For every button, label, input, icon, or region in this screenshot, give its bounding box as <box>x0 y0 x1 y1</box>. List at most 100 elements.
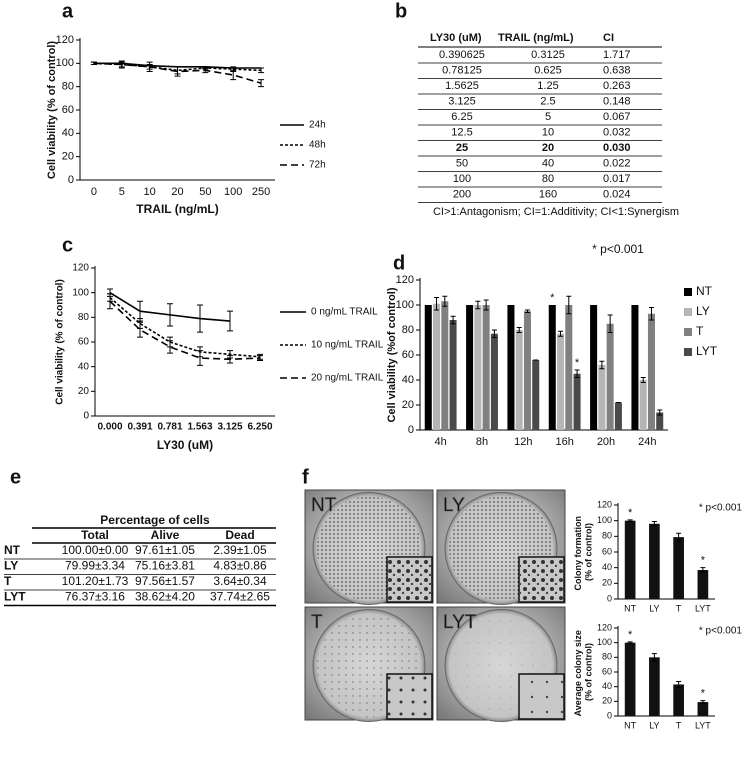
bar <box>515 330 523 430</box>
legend-label: 24h <box>309 120 326 131</box>
table-cell: 75.16±3.81 <box>135 559 195 573</box>
table-title: Percentage of cells <box>100 513 210 527</box>
error-bar <box>607 314 613 333</box>
table-cell: 6.25 <box>451 111 472 123</box>
error-bar <box>227 310 233 332</box>
error-bar <box>627 519 633 522</box>
y-tick-label: 120 <box>72 263 89 274</box>
table-cell: 0.148 <box>603 95 631 107</box>
y-tick-label: 120 <box>56 34 74 46</box>
error-bar <box>483 299 489 311</box>
table-cell: 25 <box>456 142 468 154</box>
significance-mark: * <box>550 292 555 304</box>
photo-label: LYT <box>443 612 477 633</box>
inset-colonies <box>387 674 432 719</box>
table-cell: 76.37±3.16 <box>65 590 125 604</box>
table-cell: 0.78125 <box>442 64 482 76</box>
y-tick-label: 0 <box>607 710 612 720</box>
bar <box>639 380 647 430</box>
error-bar <box>107 293 113 310</box>
error-bar <box>258 79 265 88</box>
photo-label: NT <box>311 495 337 516</box>
table-cell: 101.20±1.73 <box>62 574 129 588</box>
error-bar <box>257 355 263 361</box>
bar <box>507 305 515 430</box>
error-bar <box>491 329 497 338</box>
note: * p<0.001 <box>592 242 644 256</box>
table-cell: 1.5625 <box>445 80 479 92</box>
bar <box>624 642 636 716</box>
table-cell: 0.032 <box>603 126 631 138</box>
error-bar <box>167 303 173 327</box>
x-tick-label: 5 <box>119 186 125 198</box>
table-cell: 12.5 <box>451 126 472 138</box>
bar <box>523 311 531 430</box>
bar <box>565 305 573 430</box>
error-bar <box>90 61 97 65</box>
table-cell: 0.625 <box>534 64 562 76</box>
row-label: NT <box>4 543 21 557</box>
x-tick-label: 8h <box>476 436 488 448</box>
y-tick-label: 80 <box>78 312 90 323</box>
table-cell: 1.717 <box>603 49 631 61</box>
y-tick-label: 120 <box>396 274 414 286</box>
y-tick-label: 20 <box>78 386 90 397</box>
x-tick-label: 100 <box>224 186 242 198</box>
legend-swatch <box>684 288 692 296</box>
bar <box>624 520 636 599</box>
x-tick-label: NT <box>624 603 636 613</box>
table-header: LY30 (uM) <box>430 32 482 44</box>
inset-colonies <box>519 557 564 602</box>
bar <box>557 333 565 430</box>
panel-label: a <box>62 0 74 22</box>
error-bar <box>137 321 143 338</box>
note: * p<0.001 <box>699 626 743 637</box>
bar <box>424 305 432 430</box>
y-tick-label: 100 <box>396 299 414 311</box>
error-bar <box>167 340 173 354</box>
error-bar <box>174 66 181 77</box>
panel-label: b <box>395 0 407 22</box>
y-tick-label: 40 <box>62 127 74 139</box>
x-tick-label: 6.250 <box>247 422 272 433</box>
legend-label: LY <box>696 304 710 318</box>
inset-colonies <box>519 674 564 719</box>
table-cell: 79.99±3.34 <box>65 559 125 573</box>
panel-label: d <box>393 252 405 274</box>
x-tick-label: T <box>676 603 682 613</box>
table-header: TRAIL (ng/mL) <box>498 32 574 44</box>
y-axis-label: Cell viability (%of control) <box>386 287 398 422</box>
bar <box>647 313 655 430</box>
x-axis-label: LY30 (uM) <box>157 438 213 452</box>
legend-swatch <box>684 348 692 356</box>
table-cell: 0.3125 <box>531 49 565 61</box>
x-tick-label: 0 <box>91 186 97 198</box>
table-header: CI <box>603 32 614 44</box>
error-bar <box>118 60 125 69</box>
x-tick-label: 20h <box>597 436 615 448</box>
x-tick-label: 3.125 <box>217 422 242 433</box>
error-bar <box>516 327 522 333</box>
x-tick-label: 20 <box>171 186 183 198</box>
bar <box>449 320 457 430</box>
y-tick-label: 60 <box>602 666 612 676</box>
legend-swatch <box>684 308 692 316</box>
x-tick-label: 0.781 <box>157 422 182 433</box>
x-tick-label: LYT <box>695 720 711 730</box>
y-tick-label: 20 <box>602 578 612 588</box>
y-tick-label: 80 <box>602 531 612 541</box>
significance-mark: * <box>701 688 706 700</box>
table-footnote: CI>1:Antagonism; CI=1:Additivity; CI<1:S… <box>433 206 679 218</box>
x-tick-label: 24h <box>638 436 656 448</box>
bar <box>606 323 614 430</box>
bar <box>482 305 490 430</box>
x-tick-label: T <box>676 720 682 730</box>
y-tick-label: 40 <box>602 562 612 572</box>
table-cell: 20 <box>542 142 554 154</box>
table-header: Alive <box>151 528 180 542</box>
error-bar <box>197 350 203 366</box>
table-cell: 100 <box>453 173 471 185</box>
error-bar <box>442 295 448 307</box>
table-cell: 0.022 <box>603 157 631 169</box>
